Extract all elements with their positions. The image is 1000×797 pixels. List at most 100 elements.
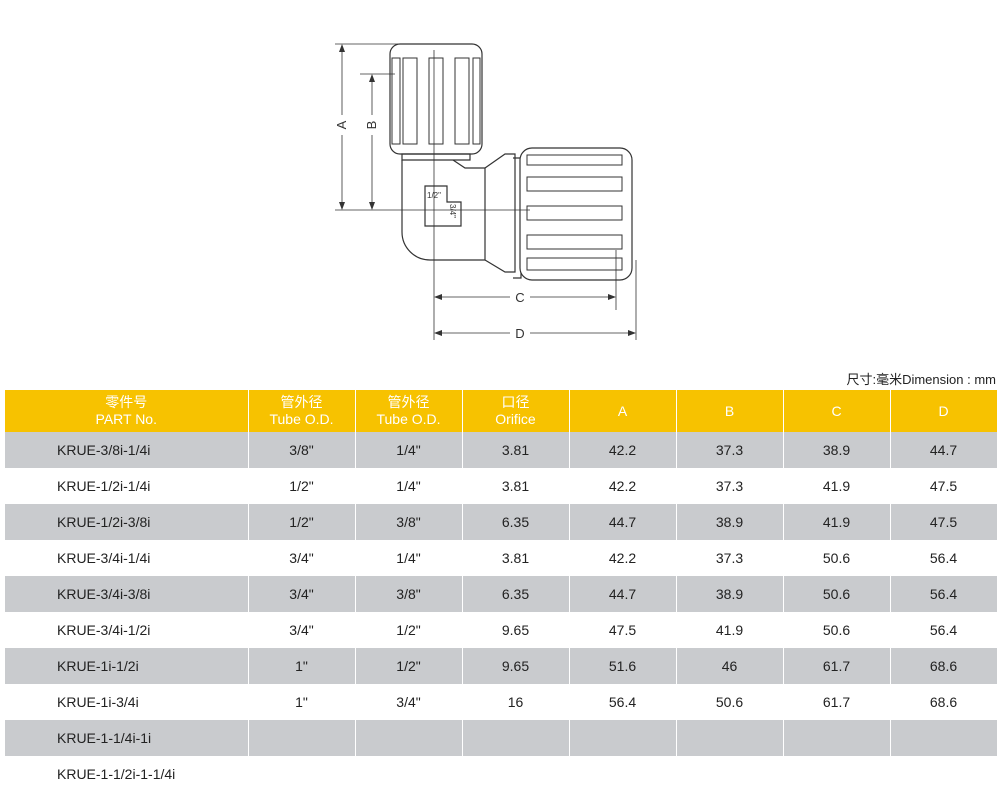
table-cell: 38.9	[676, 576, 784, 612]
table-cell: 44.7	[890, 432, 998, 468]
part-number-cell: KRUE-1/2i-3/8i	[5, 504, 249, 540]
table-cell: 44.7	[569, 576, 677, 612]
column-header: 管外径 Tube O.D.	[248, 390, 356, 432]
table-cell: 3/8"	[355, 576, 463, 612]
table-cell: 1/4"	[355, 432, 463, 468]
table-cell: 51.6	[569, 648, 677, 684]
table-cell: 16	[462, 684, 570, 720]
table-cell: 1/2"	[355, 648, 463, 684]
table-cell: 56.4	[890, 576, 998, 612]
table-cell: 56.4	[569, 684, 677, 720]
table-cell: 41.9	[783, 468, 891, 504]
table-cell: 41.9	[676, 612, 784, 648]
elbow-fitting-drawing: A B C D 1/2" 3/4"	[334, 43, 637, 341]
table-cell: 68.6	[890, 648, 998, 684]
part-number-cell: KRUE-3/4i-1/4i	[5, 540, 249, 576]
part-number-cell: KRUE-3/4i-1/2i	[5, 612, 249, 648]
table-cell	[783, 756, 891, 792]
table-cell: 37.3	[676, 468, 784, 504]
part-number-cell: KRUE-3/8i-1/4i	[5, 432, 249, 468]
header-en: A	[617, 402, 628, 419]
table-cell	[569, 720, 677, 756]
table-cell	[890, 720, 998, 756]
table-row: KRUE-1-1/2i-1-1/4i	[5, 756, 998, 792]
table-cell: 3/8"	[248, 432, 356, 468]
table-cell	[248, 756, 356, 792]
header-en: D	[938, 402, 949, 419]
part-number-cell: KRUE-1i-3/4i	[5, 684, 249, 720]
header-cn: 口径	[501, 394, 530, 410]
table-cell: 61.7	[783, 684, 891, 720]
dim-label-c: C	[515, 290, 524, 305]
table-cell: 68.6	[890, 684, 998, 720]
part-number-cell: KRUE-3/4i-3/8i	[5, 576, 249, 612]
header-en: C	[831, 402, 842, 419]
header-en: Orifice	[495, 411, 536, 427]
dim-label-a: A	[334, 120, 349, 129]
table-row: KRUE-1i-3/4i 1" 3/4" 16 56.4 50.6 61.7 68.6	[5, 684, 998, 720]
table-cell: 50.6	[783, 612, 891, 648]
table-cell	[890, 756, 998, 792]
table-cell	[462, 756, 570, 792]
column-header: 零件号 PART No.	[5, 390, 249, 432]
table-cell: 38.9	[676, 504, 784, 540]
table-row: KRUE-1/2i-1/4i 1/2" 1/4" 3.81 42.2 37.3 41.9 47…	[5, 468, 998, 504]
column-header: 口径 Orifice	[462, 390, 570, 432]
column-header: B	[676, 390, 784, 432]
table-cell: 37.3	[676, 432, 784, 468]
header-en: PART No.	[95, 411, 157, 427]
table-cell: 44.7	[569, 504, 677, 540]
table-cell: 1"	[248, 684, 356, 720]
table-row: KRUE-3/8i-1/4i 3/8" 1/4" 3.81 42.2 37.3 38.9 44…	[5, 432, 998, 468]
table-cell: 50.6	[783, 576, 891, 612]
table-cell: 1/2"	[355, 612, 463, 648]
table-cell: 1/2"	[248, 468, 356, 504]
table-cell: 3/8"	[355, 504, 463, 540]
table-cell	[783, 720, 891, 756]
table-cell: 38.9	[783, 432, 891, 468]
table-cell	[462, 720, 570, 756]
table-cell: 42.2	[569, 432, 677, 468]
table-cell	[248, 720, 356, 756]
table-row: KRUE-1i-1/2i 1" 1/2" 9.65 51.6 46 61.7 68.6	[5, 648, 998, 684]
part-number-cell: KRUE-1i-1/2i	[5, 648, 249, 684]
part-number-cell: KRUE-1-1/2i-1-1/4i	[5, 756, 249, 792]
table-cell: 50.6	[676, 684, 784, 720]
dim-label-d: D	[515, 326, 524, 341]
table-cell: 3/4"	[248, 612, 356, 648]
table-cell	[569, 756, 677, 792]
part-number-cell: KRUE-1-1/4i-1i	[5, 720, 249, 756]
unit-note: 尺寸:毫米Dimension : mm	[846, 372, 996, 387]
table-cell: 47.5	[890, 504, 998, 540]
table-cell: 3/4"	[248, 540, 356, 576]
table-cell: 46	[676, 648, 784, 684]
port-label-2: 3/4"	[448, 204, 457, 218]
table-cell: 47.5	[890, 468, 998, 504]
dim-label-b: B	[364, 121, 379, 130]
table-cell: 50.6	[783, 540, 891, 576]
table-cell: 1/4"	[355, 468, 463, 504]
table-cell: 41.9	[783, 504, 891, 540]
column-header: A	[569, 390, 677, 432]
header-en: Tube O.D.	[269, 411, 334, 427]
table-cell: 42.2	[569, 468, 677, 504]
table-row: KRUE-1-1/4i-1i	[5, 720, 998, 756]
header-cn: 管外径	[387, 394, 430, 410]
table-row: KRUE-3/4i-1/4i 3/4" 1/4" 3.81 42.2 37.3 50.6 56…	[5, 540, 998, 576]
table-cell: 6.35	[462, 504, 570, 540]
header-en: Tube O.D.	[376, 411, 441, 427]
table-cell: 1/2"	[248, 504, 356, 540]
port-label-1: 1/2"	[427, 191, 441, 200]
table-cell	[355, 756, 463, 792]
table-cell: 9.65	[462, 612, 570, 648]
table-cell: 3/4"	[355, 684, 463, 720]
table-cell: 3.81	[462, 432, 570, 468]
table-cell	[676, 720, 784, 756]
header-cn: 零件号	[105, 394, 148, 410]
table-cell: 3.81	[462, 540, 570, 576]
table-cell: 47.5	[569, 612, 677, 648]
table-cell: 37.3	[676, 540, 784, 576]
table-cell: 61.7	[783, 648, 891, 684]
table-cell: 1/4"	[355, 540, 463, 576]
table-cell: 56.4	[890, 540, 998, 576]
